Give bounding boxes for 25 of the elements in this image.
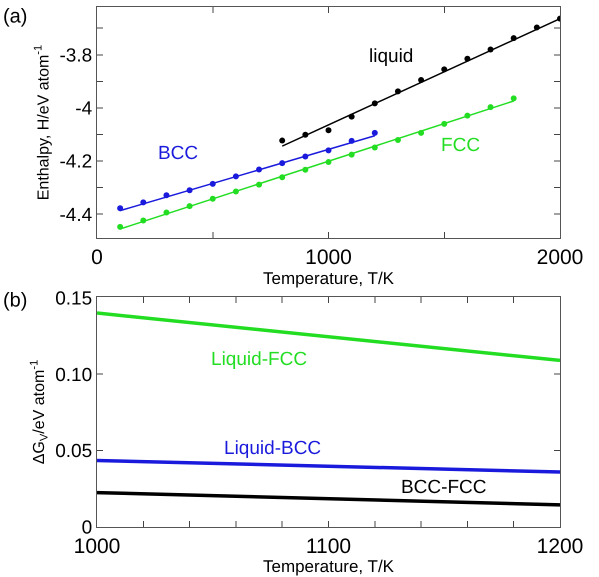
x-axis-title: Temperature, T/K [262,557,395,576]
series-label: BCC [158,143,198,164]
x-tick-label: 1100 [306,535,352,558]
y-tick-label: -4.4 [59,204,93,226]
series-label: FCC [441,135,480,156]
series-label: Liquid-FCC [211,349,308,370]
chart-title: (a) [2,6,28,28]
x-axis-title: Temperature, T/K [262,269,395,288]
y-tick-label: 0.15 [55,288,92,310]
point [372,130,378,136]
x-tick-label: 2000 [536,246,584,270]
point [279,138,286,144]
y-tick-label: 0.05 [55,441,92,462]
point [510,95,517,102]
y-tick-label: -4 [75,98,93,120]
y-tick-label: -3.8 [59,45,92,66]
x-tick-label: 1200 [536,535,584,558]
series-label: Liquid-BCC [224,438,322,459]
series-label: BCC-FCC [401,477,486,498]
point [326,127,332,134]
y-tick-label: -4.2 [59,152,92,173]
chart-title: (b) [2,289,28,312]
y-tick-label: 0.10 [55,364,92,386]
series-label: liquid [369,46,414,67]
x-tick-label: 1000 [305,246,352,270]
